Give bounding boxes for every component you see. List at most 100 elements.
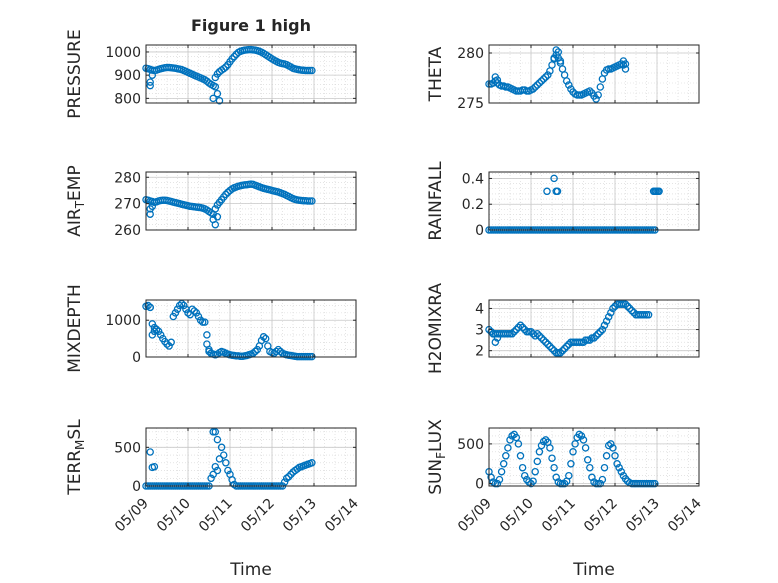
data-point [211,428,220,436]
data-point [203,340,211,348]
data-point [544,71,552,79]
data-point [489,330,497,338]
data-point [510,327,518,336]
data-point [215,455,224,463]
data-point [213,89,222,98]
data-point [167,338,175,347]
data-point [531,467,539,476]
data-point [535,332,544,340]
data-point [148,320,157,328]
data-point [596,479,605,488]
data-point [259,333,268,341]
data-point [146,81,154,90]
data-point [537,334,546,342]
data-point [615,463,623,472]
data-point [251,347,259,356]
data-point [512,433,521,442]
data-point [548,454,556,462]
y-tick-label: 270 [114,197,141,213]
data-point [607,308,615,317]
data-point [508,330,516,338]
data-point [533,457,542,466]
data-point [541,338,550,346]
data-point [598,325,607,334]
y-tick-label: 0.2 [462,197,484,213]
y-axis-label: THETA [426,46,446,102]
data-point [222,459,230,467]
data-point [249,349,257,358]
data-point [194,312,203,321]
y-tick-label: 4 [475,301,484,317]
data-point [565,81,573,89]
data-point [144,301,152,310]
data-point [230,52,238,61]
data-point [539,437,548,446]
subplot-air_temp: 260 270 280 AIRTEMP [65,165,357,239]
axes-box [145,44,357,104]
data-point [579,338,588,346]
y-axis-label: H2OMIXRA [426,283,446,374]
data-point [623,302,632,311]
data-point [550,463,558,472]
y-tick-label: 800 [114,91,141,107]
subplot-mixdepth: 0 1000 MIXDEPTH [65,284,357,373]
y-axis-label: SUNFLUX [426,419,448,495]
data-point [502,452,510,460]
data-point [617,467,626,476]
data-point [207,474,215,483]
data-point [558,346,567,355]
y-axis-label-part: MIXDEPTH [65,284,85,373]
y-tick-label: 0 [132,479,141,495]
data-point [148,71,157,79]
figure-title: Figure 1 high [191,16,311,35]
data-point [621,60,630,68]
data-point [529,477,537,485]
data-point [562,77,571,85]
data-point [491,338,500,346]
y-tick-label: 0 [475,477,484,493]
data-point [224,466,232,475]
data-point [598,475,607,484]
data-point [644,311,653,319]
axes-box [488,299,700,358]
data-point [146,448,154,456]
data-point [577,432,586,440]
data-point [546,444,554,452]
data-point [495,475,504,484]
data-point [529,85,537,93]
data-point [493,76,502,84]
data-point [550,174,558,183]
data-point [544,340,552,349]
data-point [594,330,602,338]
data-point [497,467,506,476]
data-point [217,443,226,452]
data-point [222,190,230,199]
y-tick-label: 900 [114,68,141,84]
data-point [565,471,573,480]
data-point [621,300,630,308]
data-point [308,197,316,205]
data-point [213,435,222,444]
data-point [175,301,184,310]
data-point [163,340,171,348]
data-point [537,77,546,85]
y-tick-label: 260 [114,223,141,239]
data-point [613,460,621,468]
data-point [516,321,525,330]
data-point [190,307,199,315]
y-tick-label: 280 [457,46,484,62]
data-point [146,303,154,312]
y-tick-label: 0 [475,223,484,239]
y-tick-label: 1000 [105,313,141,329]
data-point [548,344,556,353]
data-point [188,305,196,313]
data-point [514,440,523,448]
x-axis-label-right: Time [572,560,615,580]
axes-box [145,427,357,487]
data-point [579,436,588,444]
data-point [146,210,154,218]
data-point [552,46,560,54]
y-axis-label-part: H2OMIXRA [426,283,446,374]
data-point [211,83,220,91]
